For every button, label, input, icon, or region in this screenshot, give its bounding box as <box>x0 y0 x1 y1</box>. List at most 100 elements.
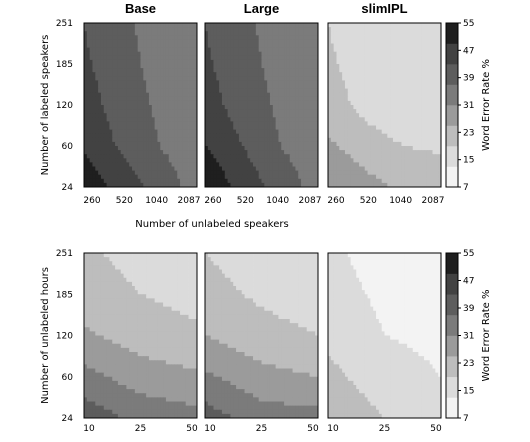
heatmap-cell <box>168 39 172 44</box>
heatmap-cell <box>98 113 102 118</box>
heatmap-cell <box>134 51 139 57</box>
heatmap-cell <box>205 96 209 102</box>
heatmap-cell <box>359 113 363 118</box>
heatmap-cell <box>344 92 349 98</box>
heatmap-cell <box>264 43 268 48</box>
heatmap-cell <box>275 51 279 57</box>
heatmap-cell <box>426 64 431 69</box>
heatmap-cell <box>126 125 130 130</box>
heatmap-cell <box>309 39 313 44</box>
heatmap-cell <box>89 23 93 28</box>
heatmap-cell <box>286 105 291 110</box>
heatmap-cell <box>109 105 113 110</box>
heatmap-cell <box>163 178 167 184</box>
heatmap-cell <box>177 174 181 180</box>
heatmap-cell <box>306 31 310 36</box>
heatmap-cell <box>160 257 164 262</box>
panel-title: Large <box>244 1 279 16</box>
heatmap-cell <box>194 100 198 106</box>
heatmap-cell <box>292 76 296 81</box>
heatmap-cell <box>115 96 119 102</box>
heatmap-cell <box>281 96 285 102</box>
heatmap-cell <box>255 125 260 130</box>
heatmap-cell <box>255 35 260 40</box>
heatmap-cell <box>221 68 226 73</box>
heatmap-cell <box>154 154 158 159</box>
heatmap-cell <box>221 92 226 98</box>
heatmap-cell <box>421 162 425 167</box>
heatmap-cell <box>177 150 181 155</box>
heatmap-cell <box>230 80 234 85</box>
heatmap-cell <box>174 51 178 57</box>
heatmap-cell <box>157 253 161 258</box>
heatmap-cell <box>241 55 245 61</box>
heatmap-cell <box>286 64 291 69</box>
heatmap-cell <box>353 59 357 65</box>
heatmap-cell <box>148 150 153 155</box>
heatmap-cell <box>344 80 349 85</box>
heatmap-cell <box>336 141 340 147</box>
heatmap-cell <box>103 68 108 73</box>
heatmap-cell <box>253 166 257 171</box>
heatmap-cell <box>378 76 383 81</box>
heatmap-cell <box>378 182 383 188</box>
heatmap-cell <box>103 51 108 57</box>
heatmap-cell <box>350 68 354 73</box>
heatmap-cell <box>275 174 279 180</box>
heatmap-cell <box>100 182 105 188</box>
heatmap-cell <box>390 121 394 126</box>
heatmap-cell <box>98 55 102 61</box>
heatmap-cell <box>253 35 257 40</box>
heatmap-cell <box>353 117 357 122</box>
heatmap-cell <box>205 141 209 147</box>
heatmap-cell <box>188 170 192 176</box>
heatmap-cell <box>112 72 116 77</box>
heatmap-cell <box>421 92 425 98</box>
heatmap-cell <box>194 92 198 98</box>
heatmap-cell <box>224 68 229 73</box>
heatmap-cell <box>347 47 351 53</box>
heatmap-cell <box>373 121 377 126</box>
heatmap-cell <box>306 182 310 188</box>
heatmap-cell <box>409 59 414 65</box>
heatmap-cell <box>250 146 254 151</box>
heatmap-cell <box>418 133 422 139</box>
heatmap-cell <box>418 27 422 32</box>
heatmap-cell <box>361 47 366 53</box>
heatmap-cell <box>177 39 181 44</box>
heatmap-cell <box>298 51 302 57</box>
heatmap-cell <box>207 59 212 65</box>
heatmap-cell <box>84 170 88 176</box>
heatmap-cell <box>344 64 349 69</box>
heatmap-cell <box>333 133 337 139</box>
heatmap-cell <box>250 166 254 171</box>
heatmap-cell <box>236 88 240 94</box>
heatmap-cell <box>106 170 110 176</box>
heatmap-cell <box>269 105 274 110</box>
heatmap-cell <box>384 174 388 180</box>
heatmap-cell <box>376 125 380 130</box>
heatmap-cell <box>140 92 144 98</box>
heatmap-cell <box>359 125 363 130</box>
heatmap-cell <box>261 174 265 180</box>
heatmap-cell <box>429 39 433 44</box>
heatmap-cell <box>185 100 189 106</box>
heatmap-cell <box>255 170 260 176</box>
heatmap-cell <box>117 84 122 89</box>
heatmap-cell <box>233 51 237 57</box>
heatmap-cell <box>376 170 380 176</box>
heatmap-cell <box>344 84 349 89</box>
heatmap-cell <box>224 80 229 85</box>
heatmap-cell <box>115 109 119 114</box>
heatmap-cell <box>134 68 139 73</box>
heatmap-cell <box>163 51 167 57</box>
heatmap-cell <box>278 182 282 188</box>
heatmap-cell <box>309 51 313 57</box>
heatmap-cell <box>295 117 299 122</box>
heatmap-cell <box>424 109 428 114</box>
heatmap-cell <box>168 84 172 89</box>
heatmap-cell <box>233 146 237 151</box>
heatmap-cell <box>342 68 346 73</box>
heatmap-cell <box>298 113 302 118</box>
heatmap-cell <box>298 68 302 73</box>
